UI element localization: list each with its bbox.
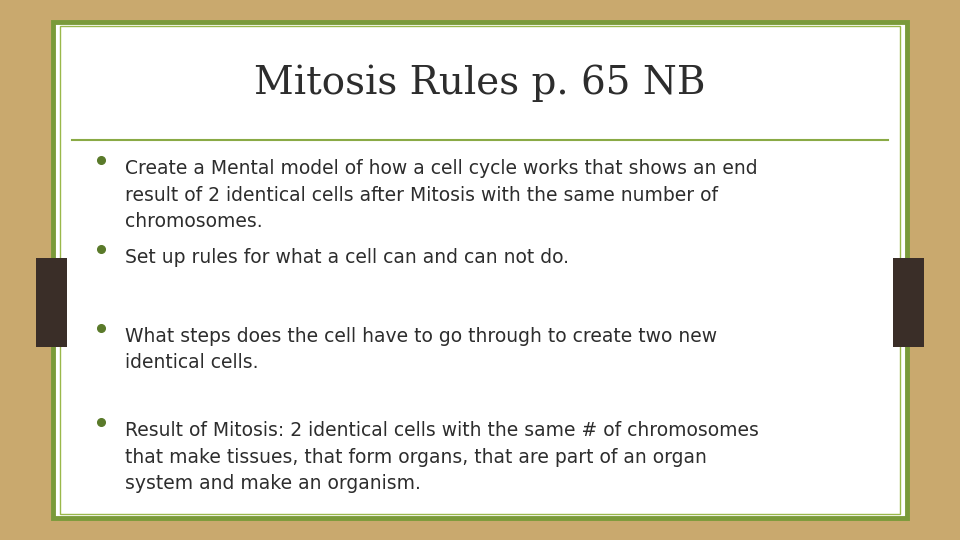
Bar <box>53 22 907 518</box>
Bar <box>894 258 924 347</box>
Text: Set up rules for what a cell can and can not do.: Set up rules for what a cell can and can… <box>125 248 568 267</box>
Text: Result of Mitosis: 2 identical cells with the same # of chromosomes
that make ti: Result of Mitosis: 2 identical cells wit… <box>125 421 758 493</box>
Text: Create a Mental model of how a cell cycle works that shows an end
result of 2 id: Create a Mental model of how a cell cycl… <box>125 159 757 231</box>
Bar <box>36 258 66 347</box>
Bar <box>60 26 900 514</box>
Bar <box>53 22 907 518</box>
Text: Mitosis Rules p. 65 NB: Mitosis Rules p. 65 NB <box>254 65 706 103</box>
Text: What steps does the cell have to go through to create two new
identical cells.: What steps does the cell have to go thro… <box>125 327 717 372</box>
